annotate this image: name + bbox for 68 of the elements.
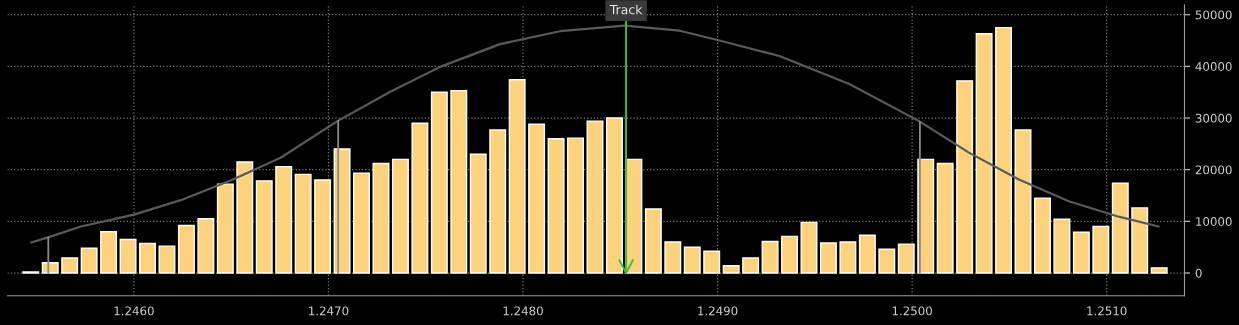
y-tick-label: 30000	[1195, 113, 1232, 123]
bar	[1033, 197, 1051, 274]
bar	[605, 117, 623, 274]
bar	[1131, 207, 1149, 274]
bar	[294, 173, 312, 274]
bar	[839, 241, 857, 274]
bar	[683, 246, 701, 274]
bar	[936, 162, 954, 274]
bar	[761, 240, 779, 274]
x-tick-label: 1.2500	[892, 306, 932, 316]
bar	[391, 158, 409, 274]
bar	[1072, 231, 1090, 274]
bar	[800, 221, 818, 274]
bar	[255, 180, 273, 274]
y-tick-label: 50000	[1195, 10, 1232, 20]
bar	[1111, 182, 1129, 274]
x-tick-label: 1.2480	[503, 306, 543, 316]
bar	[508, 79, 526, 274]
bar	[742, 257, 760, 274]
ref-line-label: Track	[609, 4, 643, 15]
x-tick-label: 1.2510	[1087, 306, 1127, 316]
bar	[236, 161, 254, 274]
bar	[1150, 267, 1168, 274]
bar	[956, 80, 974, 274]
bar	[450, 89, 468, 274]
bar	[664, 241, 682, 274]
bar	[586, 120, 604, 274]
bar	[858, 234, 876, 274]
bar	[61, 257, 79, 274]
bar	[177, 224, 195, 274]
bar	[644, 208, 662, 274]
bar	[528, 123, 546, 274]
x-tick-label: 1.2470	[309, 306, 349, 316]
bar	[158, 245, 176, 274]
bar	[819, 242, 837, 274]
bar	[1053, 218, 1071, 274]
bar	[119, 238, 137, 274]
bar	[314, 179, 332, 274]
y-tick-label: 40000	[1195, 62, 1232, 72]
bar	[995, 26, 1013, 274]
y-tick-label: 10000	[1196, 217, 1232, 227]
bar	[275, 165, 293, 274]
bar	[139, 242, 156, 274]
y-tick-label: 20000	[1195, 165, 1232, 175]
line-series	[30, 24, 1160, 244]
bar	[975, 33, 993, 274]
bar	[897, 243, 915, 274]
bar	[100, 230, 118, 274]
bar	[430, 91, 448, 274]
bar	[197, 218, 215, 274]
x-tick-label: 1.2460	[114, 306, 154, 316]
bar	[1014, 129, 1032, 274]
bar	[878, 248, 896, 274]
bar	[1092, 225, 1110, 274]
bar	[489, 129, 507, 274]
bar	[372, 162, 390, 274]
bar	[567, 137, 585, 274]
bar	[80, 247, 98, 274]
bar	[353, 172, 370, 274]
bar	[781, 235, 799, 274]
bar	[411, 122, 429, 274]
bar	[722, 265, 740, 274]
bar	[469, 153, 487, 274]
bar	[703, 250, 721, 274]
bar	[216, 183, 234, 274]
bar	[547, 137, 565, 274]
x-tick-label: 1.2490	[698, 306, 738, 316]
y-tick-label: 0	[1195, 268, 1202, 278]
